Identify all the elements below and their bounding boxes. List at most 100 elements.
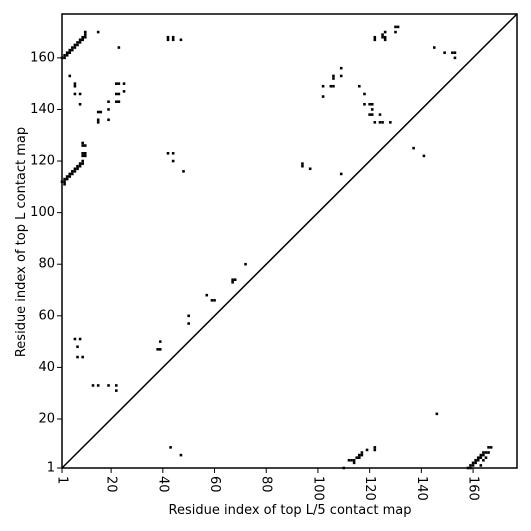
contact-cell-upper (117, 92, 121, 96)
contact-cell-upper (65, 175, 69, 178)
contact-cell-lower (435, 412, 439, 416)
contact-cell-upper (339, 66, 343, 70)
contact-cell-upper (107, 100, 110, 103)
contact-cell-lower (179, 453, 183, 457)
contact-cell-upper (107, 118, 110, 122)
contact-cell-lower (471, 461, 475, 465)
contact-cell-lower (476, 456, 480, 459)
contact-cell-upper (76, 355, 79, 359)
contact-cell-upper (394, 25, 397, 29)
contact-cell-upper (389, 121, 392, 124)
contact-cell-upper (231, 280, 234, 284)
x-tick-label: 60 (207, 476, 222, 493)
contact-cell-lower (471, 464, 475, 467)
contact-cell-upper (339, 172, 343, 176)
contact-cell-upper (381, 33, 384, 36)
contact-cell-upper (81, 162, 84, 165)
x-axis-label: Residue index of top L/5 contact map (169, 503, 412, 518)
contact-cell-upper (71, 48, 74, 52)
contact-cell-upper (453, 51, 457, 54)
contact-cell-lower (358, 456, 361, 459)
contact-cell-upper (81, 38, 84, 42)
contact-cell-upper (68, 74, 72, 78)
contact-cell-upper (68, 172, 72, 176)
contact-cell-upper (83, 152, 87, 155)
contact-cell-upper (171, 152, 175, 155)
contact-cell-upper (244, 262, 247, 266)
contact-cell-upper (308, 167, 312, 171)
contact-cell-upper (166, 152, 170, 155)
x-tick-label: 20 (104, 476, 119, 493)
contact-cell-lower (469, 464, 472, 467)
contact-cell-upper (301, 164, 304, 168)
contact-cell-upper (370, 102, 374, 106)
contact-cell-upper (73, 170, 77, 173)
contact-cell-upper (329, 84, 333, 88)
contact-cell-upper (396, 25, 400, 29)
contact-cell-upper (76, 164, 79, 168)
contact-cell-upper (117, 82, 121, 85)
contact-cell-upper (443, 51, 446, 54)
contact-cell-upper (373, 35, 377, 39)
contact-cell-upper (383, 35, 387, 39)
contact-cell-upper (73, 167, 77, 171)
contact-cell-lower (489, 446, 493, 449)
contact-cell-upper (81, 141, 84, 145)
contact-cell-upper (83, 144, 87, 147)
contact-cell-lower (360, 453, 364, 457)
contact-cell-upper (117, 100, 121, 103)
y-tick-label: 140 (30, 102, 55, 117)
contact-cell-upper (73, 92, 77, 96)
contact-cells (60, 25, 493, 470)
contact-cell-lower (352, 461, 356, 465)
y-tick-label: 20 (38, 411, 55, 426)
contact-cell-upper (114, 100, 118, 103)
contact-cell-upper (78, 162, 82, 165)
contact-cell-lower (474, 461, 477, 465)
contact-cell-lower (350, 458, 353, 462)
contact-cell-upper (65, 53, 69, 57)
contact-cell-lower (484, 456, 488, 459)
x-tick-label: 100 (310, 476, 325, 501)
contact-cell-upper (363, 92, 366, 96)
contact-cell-upper (81, 355, 84, 359)
contact-cell-lower (365, 448, 369, 452)
contact-cell-upper (171, 38, 175, 42)
contact-cell-upper (383, 38, 387, 42)
contact-cell-upper (114, 92, 118, 96)
contact-cell-upper (332, 84, 335, 88)
axes: 1 20 40 60 80 100 120 140 1601204060801001201401… (30, 13, 518, 501)
contact-cell-upper (122, 90, 126, 93)
contact-cell-upper (96, 30, 100, 34)
y-tick-label: 160 (30, 50, 55, 65)
contact-cell-lower (169, 446, 172, 449)
contact-cell-lower (479, 456, 483, 459)
contact-cell-upper (378, 113, 382, 116)
contact-cell-upper (412, 146, 415, 150)
contact-cell-upper (96, 384, 100, 387)
x-tick-label: 40 (155, 476, 170, 493)
contact-cell-upper (451, 51, 454, 54)
contact-cell-upper (122, 82, 126, 85)
contact-cell-lower (360, 451, 364, 454)
y-tick-label: 40 (38, 360, 55, 375)
contact-cell-lower (373, 446, 377, 449)
contact-cell-upper (78, 102, 82, 106)
contact-cell-upper (73, 82, 77, 85)
contact-cell-upper (381, 121, 384, 124)
contact-cell-upper (65, 177, 69, 181)
contact-cell-upper (321, 95, 325, 98)
contact-cell-upper (83, 154, 87, 158)
contact-cell-upper (171, 35, 175, 39)
contact-cell-upper (63, 53, 66, 57)
y-tick-label: 1 (47, 461, 55, 476)
contact-cell-lower (482, 451, 485, 454)
contact-cell-lower (487, 451, 490, 454)
contact-cell-upper (71, 170, 74, 173)
contact-cell-lower (476, 458, 480, 462)
contact-cell-upper (83, 30, 87, 34)
contact-cell-upper (73, 46, 77, 49)
contact-cell-upper (78, 38, 82, 42)
contact-cell-upper (166, 35, 170, 39)
contact-cell-lower (487, 446, 490, 449)
